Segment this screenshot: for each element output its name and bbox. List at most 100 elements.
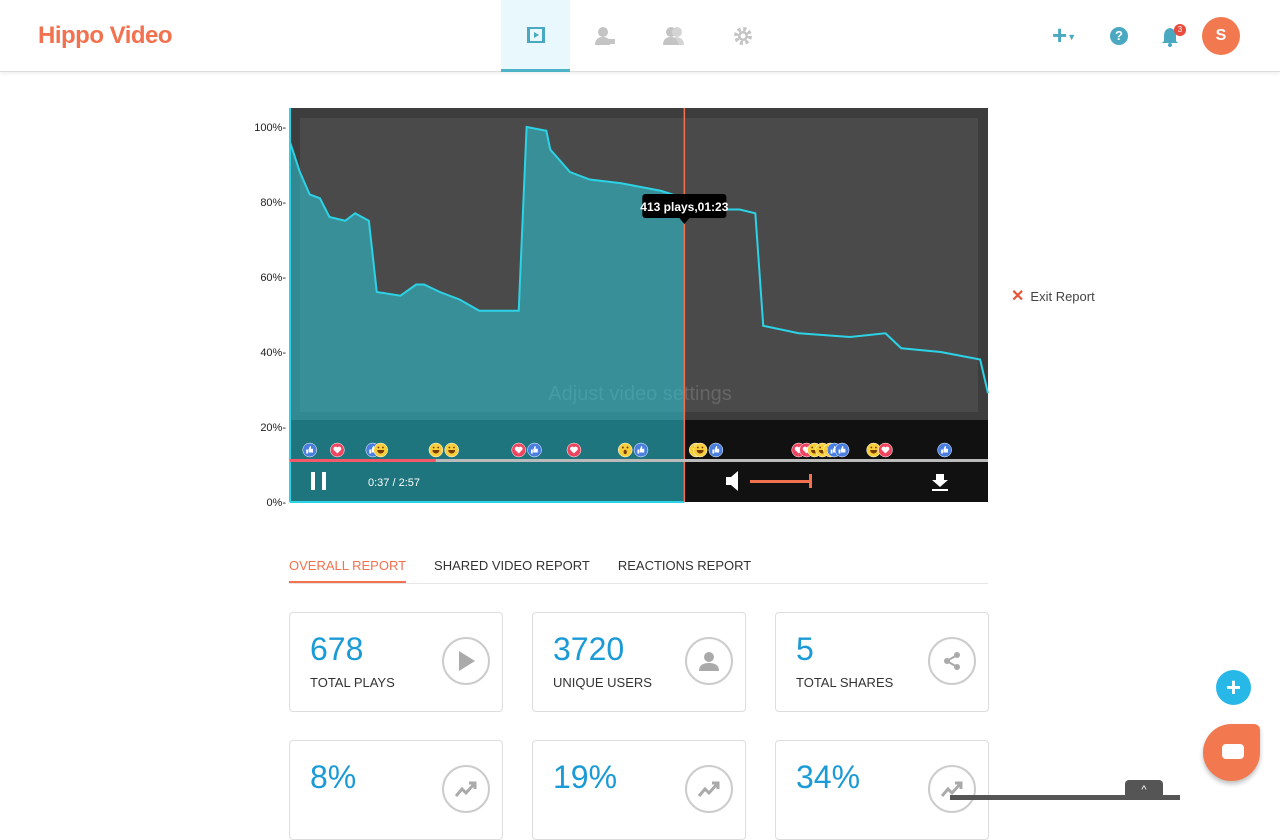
stat-label: UNIQUE USERS [553,675,652,690]
reaction-haha-icon [373,442,388,458]
gear-icon [733,27,752,45]
stat-label: TOTAL PLAYS [310,675,395,690]
reaction-like-icon [834,442,850,458]
nav-videos[interactable] [501,0,570,72]
add-icon[interactable]: +▼ [1052,20,1077,50]
stat-value: 3720 [553,631,625,667]
reaction-like-icon [302,442,317,458]
eye [448,446,451,449]
eye [626,446,629,449]
pause-icon [322,472,326,490]
expand-drawer-button[interactable]: ^ [1125,780,1163,800]
reaction-haha-icon [866,442,881,458]
bottom-drawer [950,795,1180,800]
thumb-shape [838,446,846,454]
tab-shared-video-report[interactable]: SHARED VIDEO REPORT [434,558,590,573]
tooltip-box [642,194,727,218]
add-floating-button[interactable]: + [1216,670,1251,705]
share-icon [928,637,976,685]
stat-value: 8% [310,759,357,795]
eye [701,446,704,449]
eye [432,446,435,449]
reaction-like-icon [527,442,542,458]
thumb-shape [637,446,645,454]
contacts-icon [662,27,684,45]
heart-shape [881,446,890,454]
user-icon [685,637,733,685]
main-nav [501,0,777,72]
reaction-like-icon [633,442,649,458]
stat-card-rate-2: 19% [532,740,746,840]
pause-icon [311,472,315,490]
laugh-mouth [448,450,456,454]
heart-shape [333,446,342,454]
eye [437,446,440,449]
eye [377,446,380,449]
close-icon: ✕ [1011,288,1025,305]
trend-up-icon [685,765,733,813]
reaction-haha-icon [428,442,444,458]
nav-contacts[interactable] [639,0,708,72]
tooltip-arrow [679,218,690,224]
chat-button[interactable] [1203,724,1260,781]
stat-card-total-shares: 5 TOTAL SHARES [775,612,989,712]
time-display: 0:37 / 2:57 [368,477,420,489]
video-library-icon [526,26,545,43]
volume-slider [750,480,810,483]
thumb-shape [530,446,538,454]
reaction-like-icon [937,442,952,458]
notification-badge: 3 [1174,24,1186,36]
eye [453,446,455,449]
y-tick-label: 0%- [266,497,286,509]
eye [382,446,384,449]
stat-value: 5 [796,631,814,667]
report-tabs: OVERALL REPORT SHARED VIDEO REPORT REACT… [289,558,988,584]
laugh-mouth [377,450,385,454]
help-icon[interactable]: ? [1110,27,1128,45]
thumb-shape [941,446,948,454]
tab-overall-report[interactable]: OVERALL REPORT [289,558,407,583]
download-icon [932,474,948,491]
trend-up-icon [442,765,490,813]
reaction-love-icon [330,442,345,458]
laugh-mouth [870,450,878,454]
reaction-haha-icon [692,442,708,458]
y-tick-label: 100%- [254,122,286,134]
thumb-shape [712,446,720,454]
retention-area-played [290,127,685,502]
reaction-like-icon [708,442,724,458]
reaction-love-icon [511,442,526,458]
eye [696,446,699,449]
avatar[interactable]: S [1202,17,1240,55]
webcam-user-icon [594,27,615,45]
eye [875,446,877,449]
hippo-video-logo[interactable]: Hippo Video [38,22,173,49]
eye [621,446,624,449]
reaction-love-icon [566,442,582,458]
tab-reactions-report[interactable]: REACTIONS REPORT [617,558,752,573]
seek-progress [290,459,436,462]
heart-shape [514,446,523,454]
laugh-mouth [696,450,704,454]
stat-card-total-plays: 678 TOTAL PLAYS [289,612,503,712]
stat-card-rate-1: 8% [289,740,503,840]
heart-shape [570,446,578,454]
nav-settings[interactable] [708,0,777,72]
reaction-haha-icon [444,442,459,458]
retention-line [289,125,989,394]
reaction-love-icon [878,442,893,458]
eye [870,446,873,449]
nav-webcam[interactable] [570,0,639,72]
y-tick-label: 60%- [260,272,286,284]
volume-icon [726,471,738,491]
y-tick-label: 40%- [260,347,286,359]
wow-mouth [623,449,627,455]
stat-label: TOTAL SHARES [796,675,894,690]
chat-icon [1222,744,1244,759]
eye [819,446,821,449]
reaction-wow-icon [617,442,633,458]
volume-handle [809,474,812,488]
stat-card-unique-users: 3720 UNIQUE USERS [532,612,746,712]
exit-report-button[interactable]: ✕ Exit Report [1011,288,1095,305]
video-retention-chart: Adjust video settings413 plays,01:230%-2… [254,108,989,509]
